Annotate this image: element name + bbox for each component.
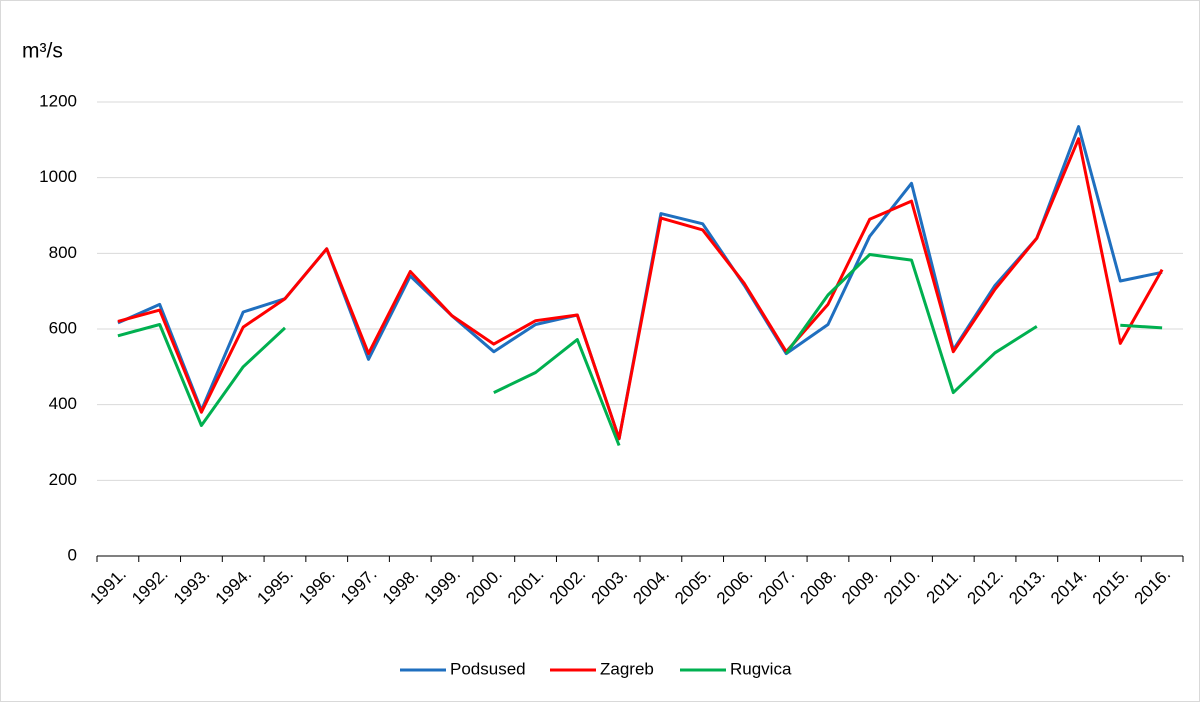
y-tick-label: 1000 bbox=[39, 167, 77, 186]
y-tick-label: 1200 bbox=[39, 91, 77, 110]
y-tick-label: 600 bbox=[49, 318, 77, 337]
legend-label: Rugvica bbox=[730, 659, 792, 678]
y-tick-label: 400 bbox=[49, 394, 77, 413]
y-tick-label: 200 bbox=[49, 470, 77, 489]
series-line bbox=[117, 253, 1163, 447]
legend-label: Podsused bbox=[450, 659, 526, 678]
series-line bbox=[117, 137, 1164, 441]
y-tick-label: 0 bbox=[68, 545, 77, 564]
y-tick-label: 800 bbox=[49, 243, 77, 262]
y-axis-label: m³/s bbox=[22, 40, 63, 63]
legend-label: Zagreb bbox=[600, 659, 654, 678]
